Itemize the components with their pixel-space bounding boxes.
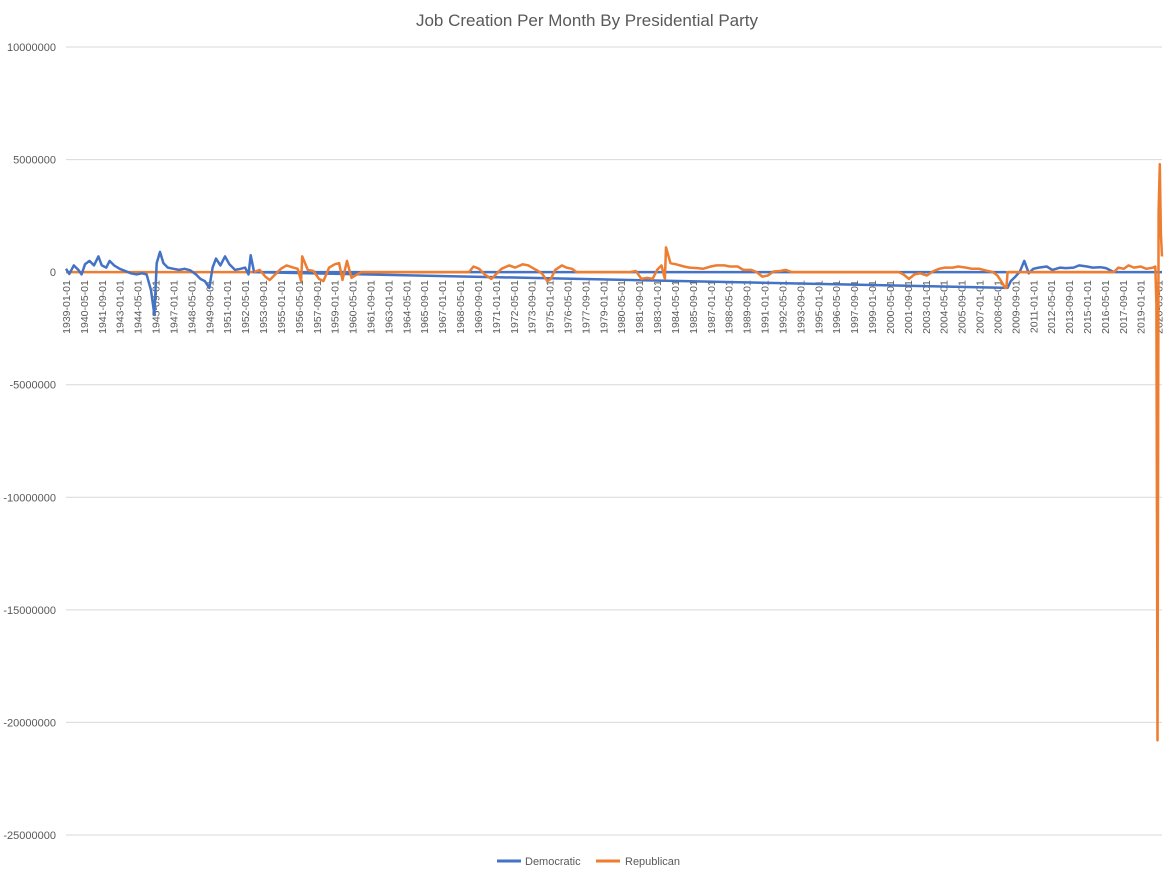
x-tick-label: 2003-01-01 <box>921 280 933 334</box>
x-tick-label: 1963-01-01 <box>383 280 395 334</box>
y-tick-label: 0 <box>50 267 56 279</box>
x-tick-label: 2000-05-01 <box>885 280 897 334</box>
x-tick-label: 1947-01-01 <box>168 280 180 334</box>
y-tick-label: -25000000 <box>3 830 56 842</box>
x-tick-label: 1977-09-01 <box>580 280 592 334</box>
x-tick-label: 2007-01-01 <box>975 280 987 334</box>
x-tick-label: 1996-05-01 <box>831 280 843 334</box>
x-tick-label: 1944-05-01 <box>133 280 145 334</box>
x-tick-label: 1992-05-01 <box>777 280 789 334</box>
x-tick-label: 1959-01-01 <box>330 280 342 334</box>
series-line-republican <box>253 162 1164 742</box>
y-tick-label: -5000000 <box>10 380 57 392</box>
y-tick-label: 10000000 <box>7 42 56 54</box>
x-tick-label: 2012-05-01 <box>1046 280 1058 334</box>
x-tick-label: 1975-01-01 <box>545 280 557 334</box>
x-tick-label: 1948-05-01 <box>186 280 198 334</box>
x-tick-label: 1987-01-01 <box>706 280 718 334</box>
series-line-democratic <box>64 250 1115 317</box>
y-tick-label: -20000000 <box>3 717 56 729</box>
x-tick-label: 2011-01-01 <box>1028 280 1040 333</box>
x-tick-label: 1976-05-01 <box>563 280 575 334</box>
x-tick-label: 1967-01-01 <box>437 280 449 334</box>
x-tick-label: 2008-05-01 <box>992 280 1004 334</box>
legend-label-democratic: Democratic <box>525 856 581 868</box>
x-tick-label: 1940-05-01 <box>79 280 91 334</box>
x-tick-label: 1969-09-01 <box>473 280 485 334</box>
legend-label-republican: Republican <box>625 856 680 868</box>
x-tick-label: 1943-01-01 <box>115 280 127 334</box>
x-tick-label: 1951-01-01 <box>222 280 234 334</box>
y-tick-label: 5000000 <box>13 155 56 167</box>
x-tick-label: 1955-01-01 <box>276 280 288 334</box>
x-tick-label: 1965-09-01 <box>419 280 431 334</box>
x-axis-tick-labels: 1939-01-01 1940-05-01 1941-09-01 1943-01-01… <box>61 280 1166 334</box>
x-tick-label: 1997-09-01 <box>849 280 861 334</box>
x-tick-label: 1941-09-01 <box>97 280 109 334</box>
x-tick-label: 1983-01-01 <box>652 280 664 334</box>
gridlines <box>66 46 1162 836</box>
x-tick-label: 1984-05-01 <box>670 280 682 334</box>
y-axis-tick-labels: 10000000 5000000 0 -5000000 -10000000 -150000… <box>3 42 56 842</box>
x-tick-label: 2001-09-01 <box>903 280 915 334</box>
x-tick-label: 1949-09-01 <box>204 280 216 334</box>
x-tick-label: 1999-01-01 <box>867 280 879 334</box>
chart-title: Job Creation Per Month By Presidential P… <box>416 11 759 30</box>
x-tick-label: 1945-09-01 <box>151 280 163 334</box>
x-tick-label: 2013-09-01 <box>1064 280 1076 334</box>
x-tick-label: 1993-09-01 <box>795 280 807 334</box>
x-tick-label: 1989-09-01 <box>742 280 754 334</box>
x-tick-label: 1980-05-01 <box>616 280 628 334</box>
x-tick-label: 1985-09-01 <box>688 280 700 334</box>
x-tick-label: 1964-05-01 <box>401 280 413 334</box>
x-tick-label: 2016-05-01 <box>1100 280 1112 334</box>
x-tick-label: 1973-09-01 <box>527 280 539 334</box>
x-tick-label: 1972-05-01 <box>509 280 521 334</box>
x-tick-label: 1957-09-01 <box>312 280 324 334</box>
series-lines <box>64 162 1164 742</box>
x-tick-label: 1952-05-01 <box>240 280 252 334</box>
x-tick-label: 1979-01-01 <box>598 280 610 334</box>
x-tick-label: 2019-01-01 <box>1136 280 1148 334</box>
x-tick-label: 1995-01-01 <box>813 280 825 334</box>
x-tick-label: 1956-05-01 <box>294 280 306 334</box>
x-tick-label: 2004-05-01 <box>939 280 951 334</box>
x-tick-label: 2017-09-01 <box>1118 280 1130 334</box>
y-tick-label: -15000000 <box>3 605 56 617</box>
x-tick-label: 1988-05-01 <box>724 280 736 334</box>
x-tick-label: 1939-01-01 <box>61 280 73 334</box>
x-tick-label: 1991-01-01 <box>760 280 772 334</box>
x-tick-label: 1971-01-01 <box>491 280 503 334</box>
x-tick-label: 1960-05-01 <box>348 280 360 334</box>
x-tick-label: 1968-05-01 <box>455 280 467 334</box>
x-tick-label: 1961-09-01 <box>366 280 378 334</box>
legend: Democratic Republican <box>497 856 680 868</box>
x-tick-label: 1953-09-01 <box>258 280 270 334</box>
x-tick-label: 2005-09-01 <box>957 280 969 334</box>
x-tick-label: 2015-01-01 <box>1082 280 1094 334</box>
x-tick-label: 1981-09-01 <box>634 280 646 334</box>
x-tick-label: 2009-09-01 <box>1010 280 1022 334</box>
y-tick-label: -10000000 <box>3 492 56 504</box>
